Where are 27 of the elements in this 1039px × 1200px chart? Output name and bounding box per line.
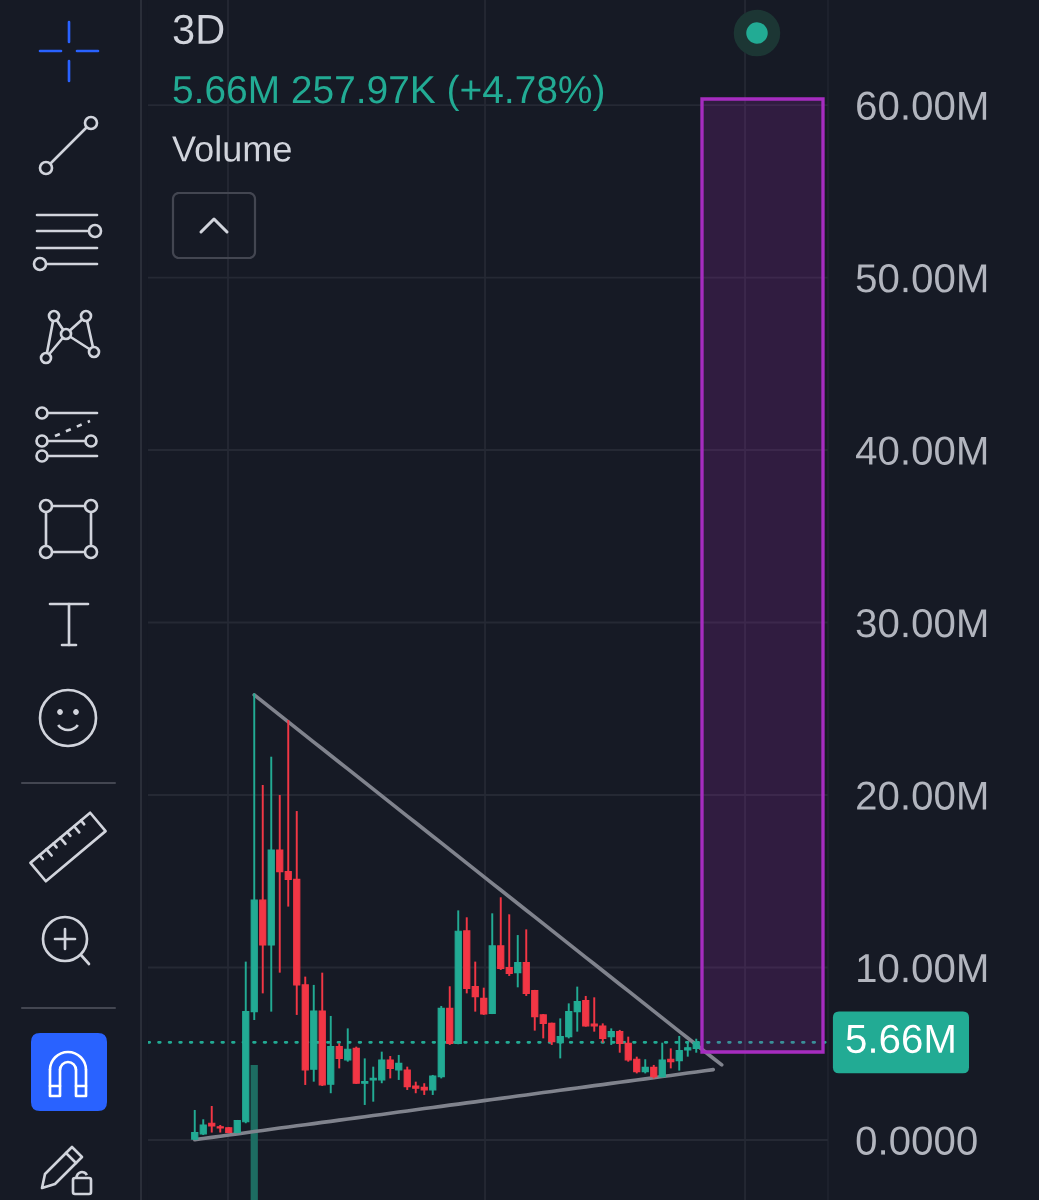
y-tick-label: 30.00M [856,608,987,638]
candlestick [191,1108,199,1141]
candlestick [573,985,581,1033]
y-tick-label: 40.00M [856,436,987,466]
y-tick-label: 10.00M [858,953,987,983]
candlestick [386,1055,394,1080]
text: 5.66M 257.97K (+4.78%) [173,74,604,112]
y-tick-label: 60.00M [857,91,987,121]
candlestick [335,1042,343,1070]
candlestick [497,896,505,971]
candlestick [616,1028,624,1054]
y-tick-label: 0.0000 [856,1126,977,1155]
candlestick [480,986,488,1016]
chart-title: 3D [173,14,224,45]
ref-line-label: 5.66M [846,1024,954,1054]
candlestick [514,934,522,989]
candlestick [505,913,513,977]
candlestick [208,1105,216,1134]
line-series [252,693,724,1067]
candlestick [658,1041,666,1079]
candlestick [361,1057,369,1106]
candlestick [471,960,479,1013]
candlestick [276,794,284,974]
candlestick [395,1053,403,1081]
y-tick-label: 20.00M [857,781,987,810]
y-tick-label: 50.00M [856,264,987,293]
annotation: Volume [172,135,291,162]
